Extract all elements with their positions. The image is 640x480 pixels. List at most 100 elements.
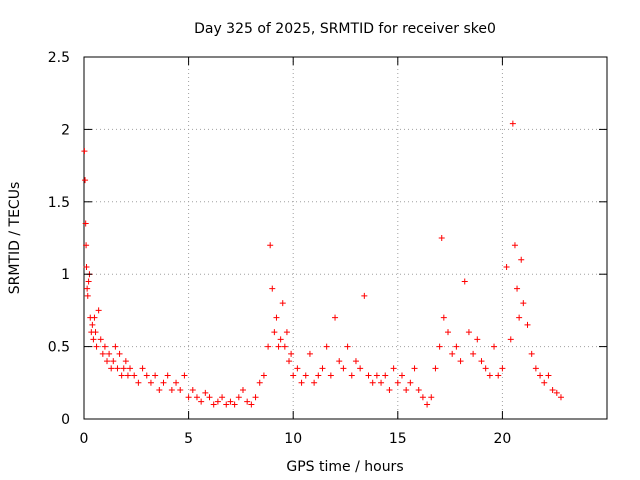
data-point (173, 379, 180, 386)
data-point (256, 379, 263, 386)
data-point (509, 120, 516, 127)
data-point (116, 350, 123, 357)
data-point (120, 365, 127, 372)
data-point (90, 336, 97, 343)
data-point (177, 387, 184, 394)
x-tick-label: 10 (284, 431, 302, 447)
data-point (135, 379, 142, 386)
data-point (411, 365, 418, 372)
data-point (369, 379, 376, 386)
data-point (124, 372, 131, 379)
data-point (428, 394, 435, 401)
data-point (514, 285, 521, 292)
data-point (106, 350, 113, 357)
data-point (147, 379, 154, 386)
data-point (453, 343, 460, 350)
data-point (260, 372, 267, 379)
data-point (553, 389, 560, 396)
data-point (352, 358, 359, 365)
data-point (271, 329, 278, 336)
y-axis-label: SRMTID / TECUs (7, 182, 23, 295)
data-point (436, 343, 443, 350)
data-point (545, 372, 552, 379)
data-point (445, 329, 452, 336)
data-point (415, 387, 422, 394)
data-point (231, 401, 238, 408)
data-point (403, 387, 410, 394)
data-point (511, 242, 518, 249)
data-point (499, 365, 506, 372)
data-point (99, 350, 106, 357)
data-point (104, 358, 111, 365)
data-point (549, 387, 556, 394)
data-point (92, 329, 99, 336)
data-point (168, 387, 175, 394)
data-point (273, 314, 280, 321)
data-point (386, 387, 393, 394)
data-point (82, 220, 89, 227)
data-point (91, 314, 98, 321)
data-point (394, 379, 401, 386)
data-point (97, 336, 104, 343)
data-point (181, 372, 188, 379)
y-tick-label: 1.5 (48, 195, 70, 211)
data-point (210, 401, 217, 408)
x-axis-label: GPS time / hours (286, 459, 403, 475)
data-point (122, 358, 129, 365)
y-tick-label: 0 (61, 412, 70, 428)
data-point (332, 314, 339, 321)
y-tick-label: 0.5 (48, 340, 70, 356)
data-point (143, 372, 150, 379)
data-point (340, 365, 347, 372)
data-point (185, 394, 192, 401)
data-point (398, 372, 405, 379)
data-point (457, 358, 464, 365)
data-point (139, 365, 146, 372)
data-point (390, 365, 397, 372)
data-point (160, 379, 167, 386)
data-point (323, 343, 330, 350)
data-point (290, 372, 297, 379)
data-point (495, 372, 502, 379)
data-point (235, 394, 242, 401)
data-point (557, 394, 564, 401)
data-point (432, 365, 439, 372)
data-point (214, 398, 221, 405)
data-point (277, 336, 284, 343)
data-point (82, 177, 89, 184)
data-point (315, 372, 322, 379)
data-point (283, 329, 290, 336)
data-point (131, 372, 138, 379)
x-tick-label: 15 (389, 431, 407, 447)
data-point (438, 235, 445, 241)
data-point (85, 278, 92, 285)
data-point (223, 401, 230, 408)
data-point (524, 321, 531, 328)
data-point (193, 394, 200, 401)
data-point (239, 387, 246, 394)
data-point (267, 242, 274, 249)
data-point (503, 263, 510, 270)
data-point (373, 372, 380, 379)
data-point (81, 148, 88, 155)
data-point (461, 278, 468, 285)
data-point (378, 379, 385, 386)
data-point (537, 372, 544, 379)
data-point (83, 263, 90, 270)
data-point (286, 358, 293, 365)
data-point (311, 379, 318, 386)
data-point (440, 314, 447, 321)
data-point (357, 365, 364, 372)
data-point (89, 321, 96, 328)
plot-area (83, 56, 608, 420)
data-point (93, 343, 100, 350)
data-point (465, 329, 472, 336)
data-points (81, 120, 564, 408)
y-tick-label: 1 (61, 267, 70, 283)
data-point (486, 372, 493, 379)
data-point (516, 314, 523, 321)
data-point (118, 372, 125, 379)
data-point (518, 256, 525, 263)
data-point (164, 372, 171, 379)
